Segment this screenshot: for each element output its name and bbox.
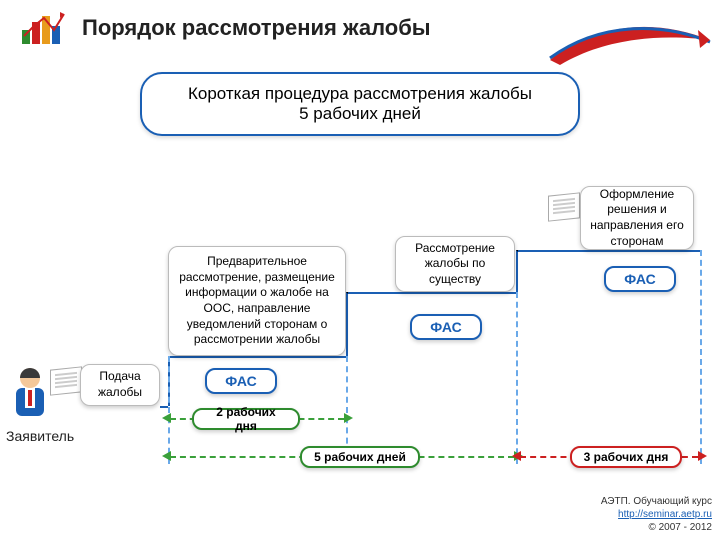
stair-riser xyxy=(346,292,348,356)
procedure-title-line1: Короткая процедура рассмотрения жалобы xyxy=(162,84,558,104)
bar-chart-icon xyxy=(20,8,70,48)
stair-riser xyxy=(516,250,518,292)
arrow-head xyxy=(512,451,521,461)
footer: АЭТП. Обучающий курс http://seminar.aetp… xyxy=(601,495,712,534)
red-swoosh-icon xyxy=(540,10,720,70)
footer-link[interactable]: http://seminar.aetp.ru xyxy=(618,509,712,520)
step-label: Рассмотрение жалобы по существу xyxy=(404,241,506,288)
step-label: Оформление решения и направления его сто… xyxy=(589,187,685,249)
fas-box: ФАС xyxy=(205,368,277,394)
stair-line xyxy=(516,250,702,252)
step-label: Подача жалобы xyxy=(89,369,151,400)
procedure-title-box: Короткая процедура рассмотрения жалобы 5… xyxy=(140,72,580,136)
procedure-title-line2: 5 рабочих дней xyxy=(162,104,558,124)
arrow-head xyxy=(162,451,171,461)
applicant-label: Заявитель xyxy=(6,428,74,444)
timeline-5-days: 5 рабочих дней xyxy=(300,446,420,468)
guide-line xyxy=(700,250,702,464)
arrow-head xyxy=(344,413,353,423)
step-preliminary-review: Предварительное рассмотрение, размещение… xyxy=(168,246,346,356)
page-title: Порядок рассмотрения жалобы xyxy=(82,15,431,41)
guide-line xyxy=(516,292,518,464)
header: Порядок рассмотрения жалобы xyxy=(0,0,720,52)
stair-line xyxy=(168,356,346,358)
step-label: Предварительное рассмотрение, размещение… xyxy=(177,254,337,348)
timeline-3-days: 3 рабочих дня xyxy=(570,446,682,468)
footer-line1: АЭТП. Обучающий курс xyxy=(601,495,712,508)
timeline-2-days: 2 рабочих дня xyxy=(192,408,300,430)
stair-line xyxy=(346,292,516,294)
guide-line xyxy=(168,356,170,464)
fas-box: ФАС xyxy=(604,266,676,292)
step-submit-complaint: Подача жалобы xyxy=(80,364,160,406)
diagram-area: Заявитель Подача жалобы Предварительное … xyxy=(0,146,720,506)
footer-copyright: © 2007 - 2012 xyxy=(601,521,712,534)
document-icon xyxy=(548,192,580,221)
step-decision-issuance: Оформление решения и направления его сто… xyxy=(580,186,694,250)
arrow-head xyxy=(698,451,707,461)
step-substantive-review: Рассмотрение жалобы по существу xyxy=(395,236,515,292)
applicant-avatar-icon xyxy=(8,364,53,419)
fas-box: ФАС xyxy=(410,314,482,340)
stair-line xyxy=(160,406,168,408)
document-icon xyxy=(50,366,82,395)
arrow-head xyxy=(162,413,171,423)
